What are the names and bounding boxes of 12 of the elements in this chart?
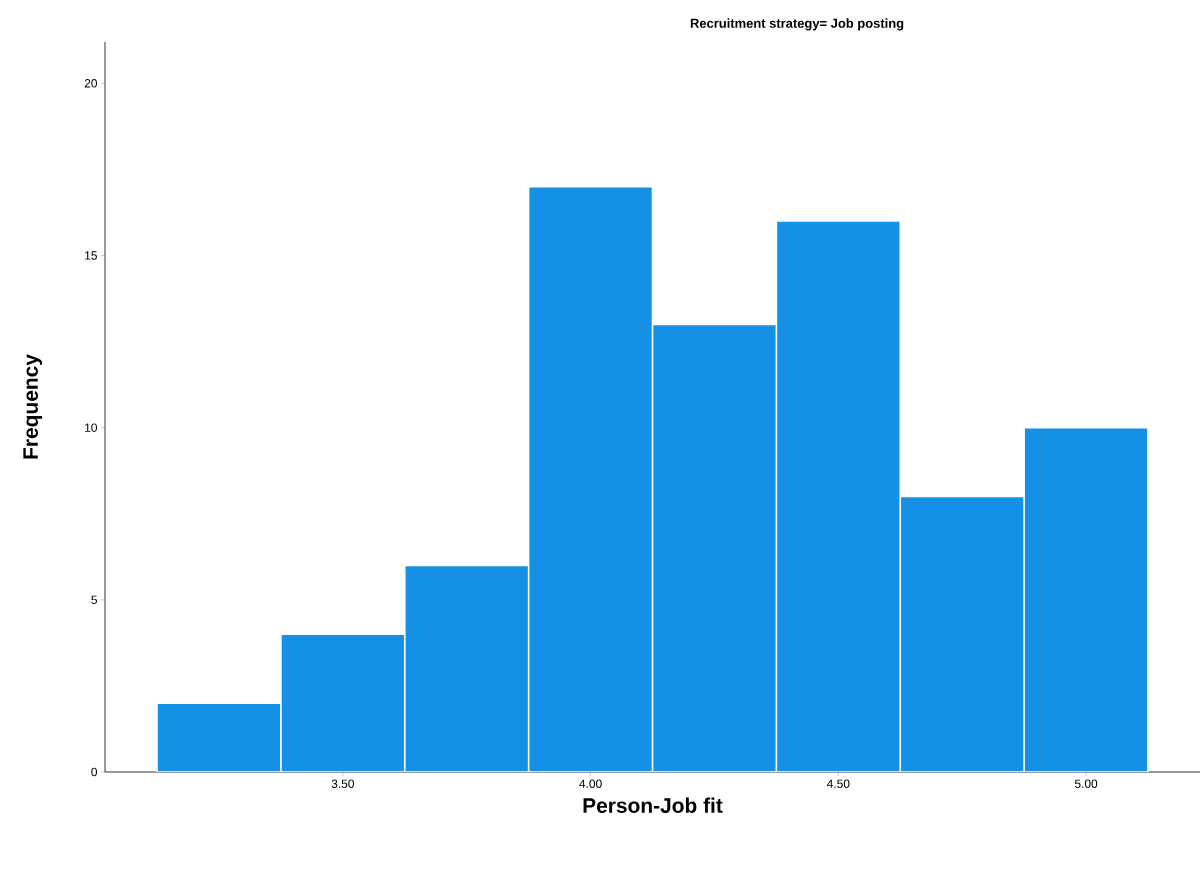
y-tick-label: 5	[91, 595, 97, 604]
x-axis-title: Person-Job fit	[583, 797, 723, 813]
x-tick-label: 4.00	[579, 779, 602, 788]
y-tick-label: 15	[85, 251, 97, 260]
x-tick-label: 4.50	[826, 779, 850, 788]
y-tick-label: 10	[85, 423, 98, 432]
y-tick-label: 20	[84, 79, 98, 88]
y-axis-title: Frequency	[23, 354, 43, 459]
y-tick-label: 0	[91, 767, 98, 777]
chart-title: Recruitment strategy= Job posting	[690, 18, 904, 31]
x-tick-label: 3.50	[331, 779, 354, 788]
x-tick-label: 5.00	[1074, 779, 1098, 788]
